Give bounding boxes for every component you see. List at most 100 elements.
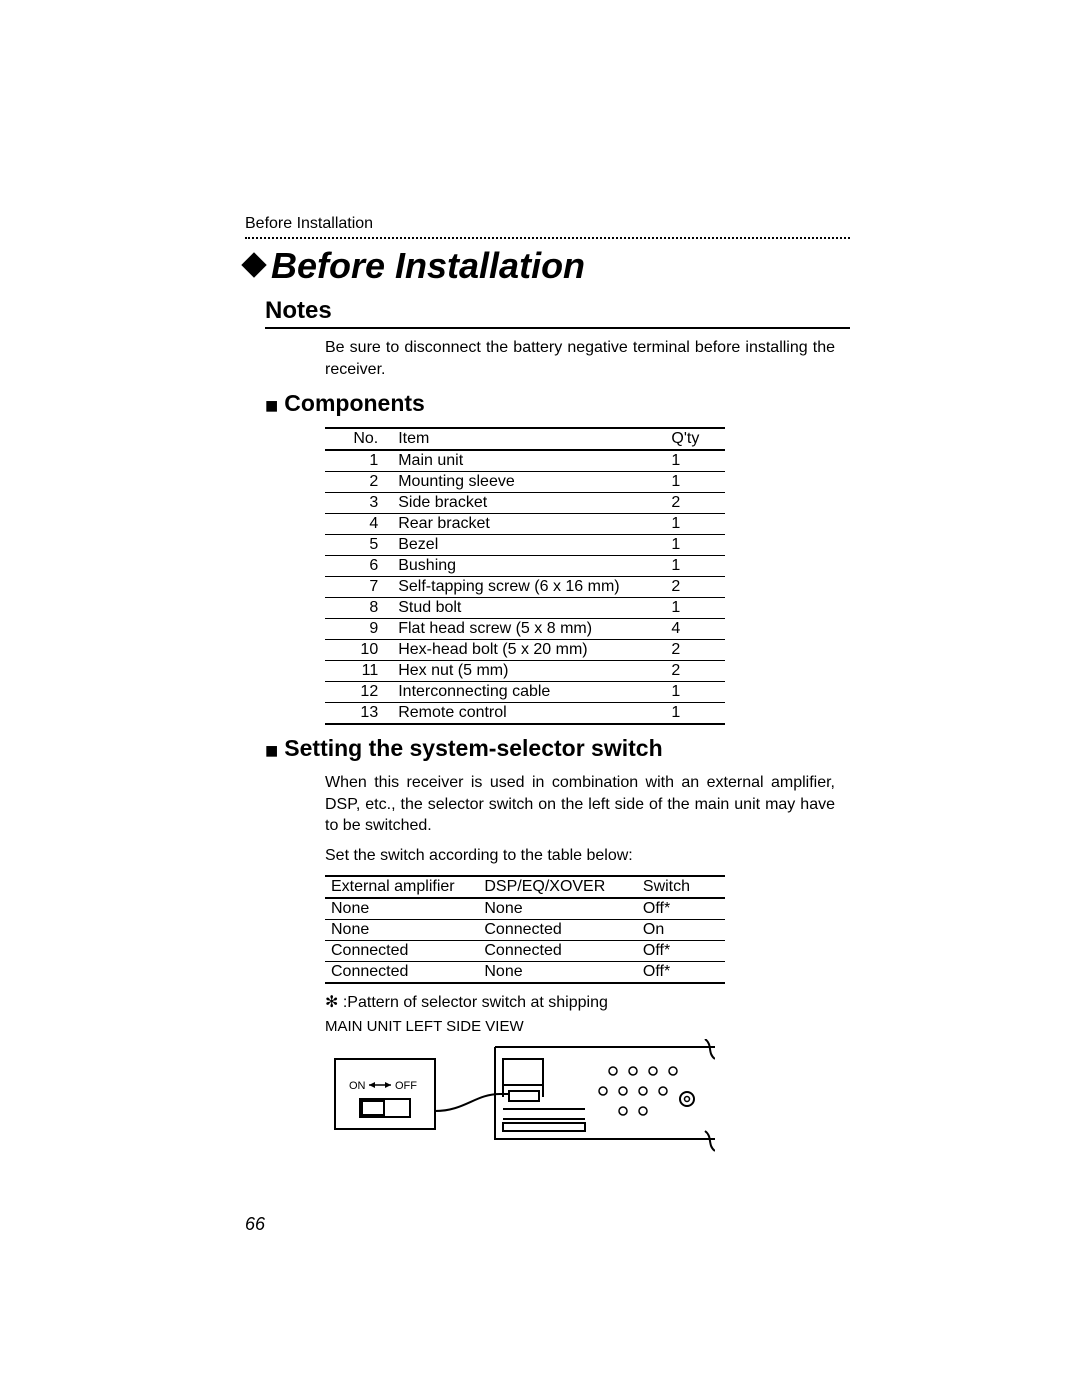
cell-switch: Off* <box>637 898 725 920</box>
square-bullet-icon: ■ <box>265 738 278 763</box>
running-head: Before Installation <box>245 215 850 233</box>
col-amp: External amplifier <box>325 876 478 898</box>
selector-heading: ■Setting the system-selector switch <box>265 735 850 764</box>
switch-on-label: ON <box>349 1080 366 1092</box>
cell-no: 5 <box>325 535 392 556</box>
cell-qty: 1 <box>665 450 725 472</box>
table-row: 5Bezel1 <box>325 535 725 556</box>
col-qty: Q'ty <box>665 428 725 450</box>
switch-off-label: OFF <box>395 1080 417 1092</box>
square-bullet-icon: ■ <box>265 393 278 418</box>
cell-qty: 1 <box>665 535 725 556</box>
table-row: 3Side bracket2 <box>325 493 725 514</box>
cell-qty: 1 <box>665 514 725 535</box>
diamond-icon <box>241 252 266 277</box>
table-row: NoneConnectedOn <box>325 919 725 940</box>
cell-dsp: Connected <box>478 940 637 961</box>
cell-item: Rear bracket <box>392 514 665 535</box>
table-row: 12Interconnecting cable1 <box>325 682 725 703</box>
cell-qty: 1 <box>665 556 725 577</box>
cell-no: 11 <box>325 661 392 682</box>
notes-heading: Notes <box>265 297 850 329</box>
table-row: 10Hex-head bolt (5 x 20 mm)2 <box>325 640 725 661</box>
table-row: ConnectedNoneOff* <box>325 961 725 983</box>
cell-no: 10 <box>325 640 392 661</box>
cell-amp: None <box>325 919 478 940</box>
cell-item: Hex-head bolt (5 x 20 mm) <box>392 640 665 661</box>
table-row: 2Mounting sleeve1 <box>325 472 725 493</box>
cell-item: Stud bolt <box>392 598 665 619</box>
cell-item: Main unit <box>392 450 665 472</box>
selector-footnote: ✻ :Pattern of selector switch at shippin… <box>325 992 835 1012</box>
table-row: 8Stud bolt1 <box>325 598 725 619</box>
table-row: 9Flat head screw (5 x 8 mm)4 <box>325 619 725 640</box>
selector-table: External amplifier DSP/EQ/XOVER Switch N… <box>325 875 725 984</box>
unit-side-view-diagram: ON OFF <box>325 1039 715 1154</box>
cell-no: 9 <box>325 619 392 640</box>
selector-block: When this receiver is used in combinatio… <box>325 772 835 1153</box>
table-row: ConnectedConnectedOff* <box>325 940 725 961</box>
cell-qty: 2 <box>665 577 725 598</box>
cell-item: Hex nut (5 mm) <box>392 661 665 682</box>
table-row: 4Rear bracket1 <box>325 514 725 535</box>
table-row: 7Self-tapping screw (6 x 16 mm)2 <box>325 577 725 598</box>
cell-no: 12 <box>325 682 392 703</box>
selector-instruction: Set the switch according to the table be… <box>325 845 835 867</box>
cell-item: Remote control <box>392 703 665 725</box>
chapter-title-text: Before Installation <box>271 245 585 286</box>
cell-no: 6 <box>325 556 392 577</box>
col-dsp: DSP/EQ/XOVER <box>478 876 637 898</box>
cell-item: Side bracket <box>392 493 665 514</box>
cell-item: Mounting sleeve <box>392 472 665 493</box>
table-row: NoneNoneOff* <box>325 898 725 920</box>
cell-qty: 4 <box>665 619 725 640</box>
cell-qty: 2 <box>665 493 725 514</box>
components-table: No. Item Q'ty 1Main unit12Mounting sleev… <box>325 427 725 725</box>
cell-amp: Connected <box>325 961 478 983</box>
cell-item: Bushing <box>392 556 665 577</box>
dotted-rule <box>245 237 850 239</box>
cell-amp: Connected <box>325 940 478 961</box>
cell-qty: 2 <box>665 661 725 682</box>
components-heading: ■Components <box>265 390 850 419</box>
cell-qty: 1 <box>665 598 725 619</box>
col-no: No. <box>325 428 392 450</box>
cell-qty: 1 <box>665 472 725 493</box>
col-item: Item <box>392 428 665 450</box>
cell-item: Bezel <box>392 535 665 556</box>
selector-heading-text: Setting the system-selector switch <box>284 735 662 761</box>
cell-qty: 1 <box>665 682 725 703</box>
cell-no: 8 <box>325 598 392 619</box>
cell-item: Self-tapping screw (6 x 16 mm) <box>392 577 665 598</box>
cell-no: 3 <box>325 493 392 514</box>
table-row: 1Main unit1 <box>325 450 725 472</box>
notes-block: Be sure to disconnect the battery negati… <box>325 337 835 380</box>
chapter-title: Before Installation <box>245 245 850 287</box>
diagram-label: MAIN UNIT LEFT SIDE VIEW <box>325 1018 835 1035</box>
cell-no: 4 <box>325 514 392 535</box>
cell-switch: On <box>637 919 725 940</box>
table-row: 11Hex nut (5 mm)2 <box>325 661 725 682</box>
cell-switch: Off* <box>637 961 725 983</box>
cell-switch: Off* <box>637 940 725 961</box>
cell-dsp: None <box>478 961 637 983</box>
table-row: 6Bushing1 <box>325 556 725 577</box>
cell-qty: 2 <box>665 640 725 661</box>
cell-item: Interconnecting cable <box>392 682 665 703</box>
selector-header-row: External amplifier DSP/EQ/XOVER Switch <box>325 876 725 898</box>
selector-intro: When this receiver is used in combinatio… <box>325 772 835 837</box>
table-row: 13Remote control1 <box>325 703 725 725</box>
page-number: 66 <box>245 1214 265 1235</box>
cell-item: Flat head screw (5 x 8 mm) <box>392 619 665 640</box>
cell-no: 2 <box>325 472 392 493</box>
components-heading-text: Components <box>284 390 425 416</box>
page: Before Installation Before Installation … <box>0 0 1080 1397</box>
cell-amp: None <box>325 898 478 920</box>
cell-no: 1 <box>325 450 392 472</box>
components-header-row: No. Item Q'ty <box>325 428 725 450</box>
cell-no: 13 <box>325 703 392 725</box>
cell-dsp: Connected <box>478 919 637 940</box>
cell-no: 7 <box>325 577 392 598</box>
col-switch: Switch <box>637 876 725 898</box>
cell-dsp: None <box>478 898 637 920</box>
